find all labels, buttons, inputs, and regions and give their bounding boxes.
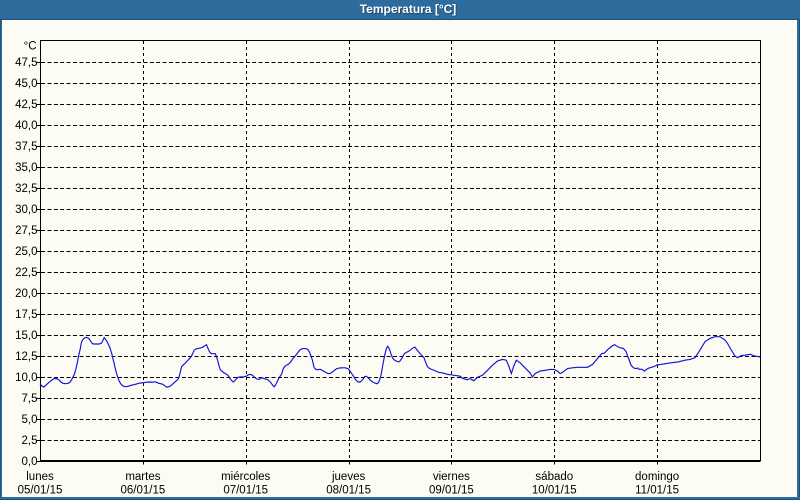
- svg-text:10/01/15: 10/01/15: [532, 485, 577, 497]
- svg-text:25,0: 25,0: [15, 246, 37, 258]
- svg-text:35,0: 35,0: [15, 162, 37, 174]
- svg-text:06/01/15: 06/01/15: [121, 485, 166, 497]
- svg-text:5,0: 5,0: [22, 414, 38, 426]
- svg-text:37,5: 37,5: [15, 141, 37, 153]
- svg-text:martes: martes: [125, 471, 160, 483]
- svg-text:0,0: 0,0: [22, 456, 38, 468]
- svg-text:sábado: sábado: [535, 471, 573, 483]
- svg-text:30,0: 30,0: [15, 204, 37, 216]
- svg-text:viernes: viernes: [433, 471, 470, 483]
- svg-text:40,0: 40,0: [15, 120, 37, 132]
- svg-text:10,0: 10,0: [15, 372, 37, 384]
- svg-text:2,5: 2,5: [22, 435, 38, 447]
- svg-text:20,0: 20,0: [15, 288, 37, 300]
- svg-text:05/01/15: 05/01/15: [18, 485, 63, 497]
- svg-text:22,5: 22,5: [15, 267, 37, 279]
- svg-text:45,0: 45,0: [15, 78, 37, 90]
- svg-text:08/01/15: 08/01/15: [326, 485, 371, 497]
- svg-text:11/01/15: 11/01/15: [635, 485, 679, 497]
- svg-text:lunes: lunes: [26, 471, 54, 483]
- svg-text:27,5: 27,5: [15, 225, 37, 237]
- svg-text:42,5: 42,5: [15, 99, 37, 111]
- svg-text:47,5: 47,5: [15, 57, 37, 69]
- svg-text:jueves: jueves: [331, 471, 365, 483]
- svg-text:09/01/15: 09/01/15: [429, 485, 474, 497]
- svg-text:32,5: 32,5: [15, 183, 37, 195]
- svg-text:7,5: 7,5: [22, 393, 38, 405]
- svg-text:12,5: 12,5: [15, 351, 37, 363]
- svg-text:17,5: 17,5: [15, 309, 37, 321]
- svg-text:miércoles: miércoles: [221, 471, 270, 483]
- svg-text:07/01/15: 07/01/15: [223, 485, 268, 497]
- svg-text:15,0: 15,0: [15, 330, 37, 342]
- svg-text:°C: °C: [24, 41, 37, 53]
- svg-text:domingo: domingo: [635, 471, 679, 483]
